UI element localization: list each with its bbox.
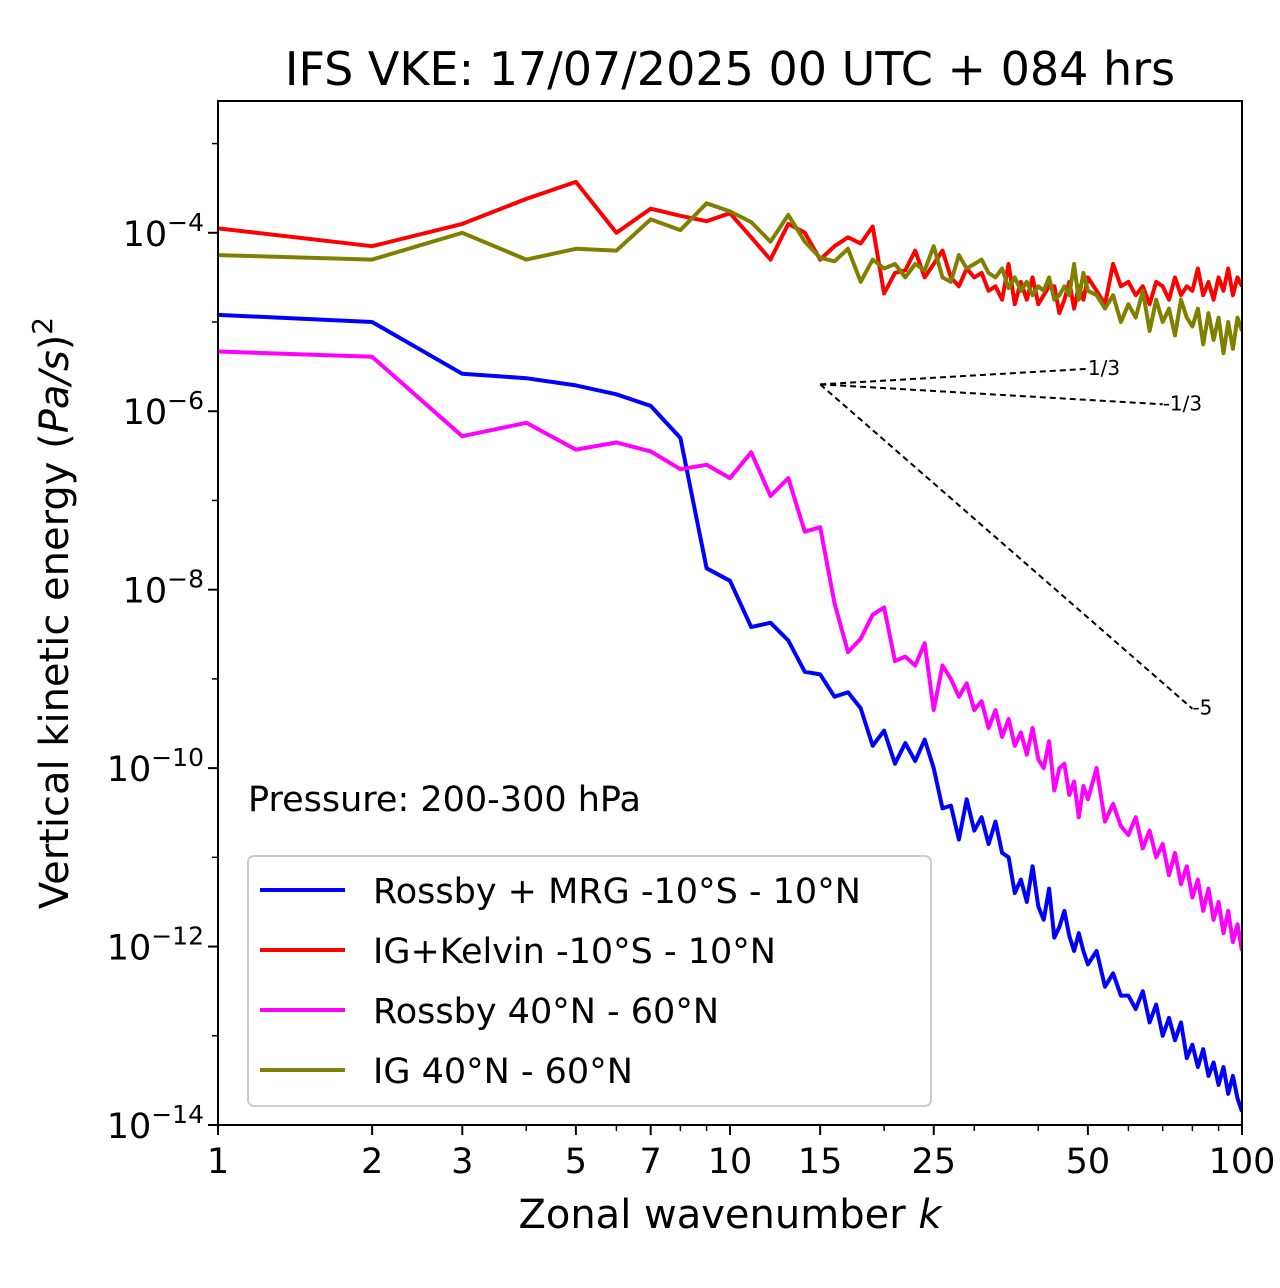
- y-tick-label-4: 10−10: [107, 743, 204, 790]
- x-tick-label-5: 7: [640, 1142, 662, 1182]
- legend-label-4: IG 40°N - 60°N: [373, 1052, 633, 1092]
- x-tick-label-8: 25: [911, 1142, 956, 1182]
- x-tick-label-10: 100: [1209, 1142, 1276, 1182]
- legend-label-1: Rossby + MRG -10°S - 10°N: [373, 872, 861, 912]
- reference-label-2: -1/3: [1163, 391, 1202, 415]
- series-line-1: [218, 312, 1242, 1113]
- reference-line-2: [820, 383, 1163, 406]
- x-tick-label-9: 50: [1066, 1142, 1111, 1182]
- chart-title: IFS VKE: 17/07/2025 00 UTC + 084 hrs: [285, 42, 1175, 96]
- y-tick-label-5: 10−12: [107, 922, 204, 969]
- reference-label-3: -5: [1192, 696, 1212, 720]
- plot-marks: [218, 179, 1242, 1113]
- y-tick-label-6: 10−14: [107, 1100, 204, 1147]
- reference-label-1: 1/3: [1088, 356, 1120, 380]
- x-tick-label-3: 3: [451, 1142, 473, 1182]
- x-tick-label-2: 2: [361, 1142, 383, 1182]
- x-tick-label-4: 5: [565, 1142, 587, 1182]
- legend-box: [247, 855, 932, 1107]
- reference-line-1: [820, 367, 1088, 386]
- y-tick-label-2: 10−6: [123, 386, 204, 433]
- reference-line-3: [819, 383, 1194, 710]
- x-tick-label-1: 1: [207, 1142, 229, 1182]
- legend-label-2: IG+Kelvin -10°S - 10°N: [373, 932, 776, 972]
- y-tick-label-1: 10−4: [123, 208, 204, 255]
- x-tick-label-7: 15: [798, 1142, 843, 1182]
- y-axis-label: Vertical kinetic energy (Pa/s)2: [26, 317, 78, 909]
- x-axis-label: Zonal wavenumber k: [518, 1192, 943, 1238]
- series-line-3: [218, 349, 1242, 952]
- series-line-4: [218, 201, 1242, 356]
- x-tick-label-6: 10: [708, 1142, 753, 1182]
- legend-label-3: Rossby 40°N - 60°N: [373, 992, 719, 1032]
- plot-axes: 1/3 -1/3 -5 1 2 3 5 7 10 15 25 50 100 10−4 10−6 10−8 10−…: [107, 100, 1276, 1182]
- pressure-annotation: Pressure: 200-300 hPa: [248, 780, 641, 820]
- legend: Rossby + MRG -10°S - 10°N IG+Kelvin -10°S…: [247, 855, 932, 1107]
- series-line-2: [218, 179, 1242, 316]
- y-tick-label-3: 10−8: [123, 565, 204, 612]
